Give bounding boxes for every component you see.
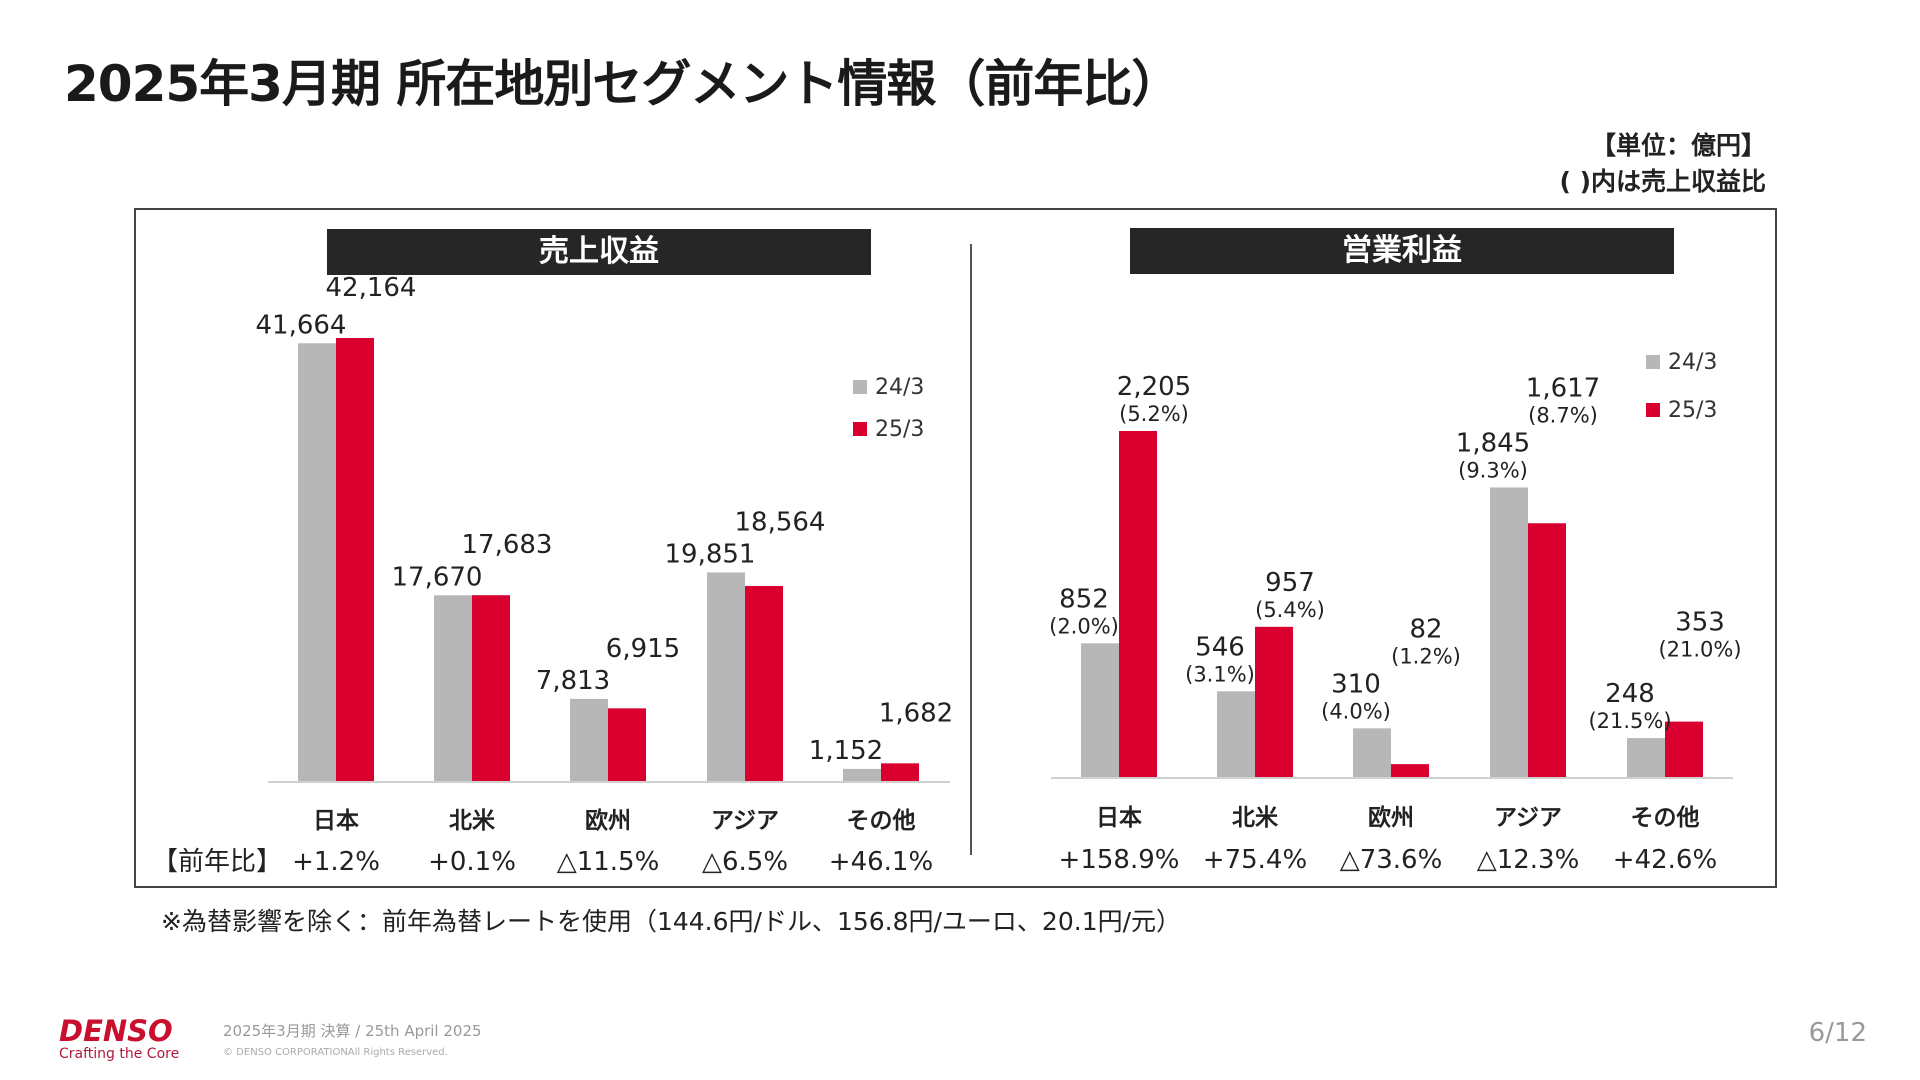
bar-25-3 bbox=[1528, 523, 1566, 777]
data-label: 852 bbox=[1059, 584, 1109, 614]
data-label: 353 bbox=[1675, 608, 1725, 638]
data-label-ratio: (2.0%) bbox=[1049, 614, 1119, 638]
data-label: 18,564 bbox=[735, 507, 826, 537]
denso-logo: DENSO bbox=[59, 1014, 173, 1048]
bar-25-3 bbox=[1391, 764, 1429, 777]
bar-24-3 bbox=[1627, 738, 1665, 777]
bar-25-3 bbox=[472, 595, 510, 781]
revenue-chart-header: 売上収益 bbox=[327, 229, 871, 275]
yoy-value: +46.1% bbox=[829, 847, 933, 877]
data-label: 310 bbox=[1331, 669, 1381, 699]
category-label: その他 bbox=[847, 808, 916, 834]
yoy-value: △73.6% bbox=[1340, 845, 1443, 875]
page-title: 2025年3月期 所在地別セグメント情報（前年比） bbox=[64, 55, 1181, 113]
data-label-ratio: (21.5%) bbox=[1588, 709, 1671, 733]
operating-profit-chart-header: 営業利益 bbox=[1130, 228, 1674, 274]
data-label: 82 bbox=[1409, 614, 1442, 644]
category-label: 欧州 bbox=[585, 808, 631, 834]
category-label: 日本 bbox=[1096, 805, 1142, 831]
bar-24-3 bbox=[1490, 487, 1528, 777]
yoy-label: 【前年比】 bbox=[152, 847, 282, 877]
footnote: ※為替影響を除く：前年為替レートを使用（144.6円/ドル、156.8円/ユーロ… bbox=[161, 907, 1182, 936]
footer-copyright: © DENSO CORPORATIONAll Rights Reserved. bbox=[223, 1047, 448, 1058]
bar-25-3 bbox=[1255, 626, 1293, 777]
bar-25-3 bbox=[336, 338, 374, 781]
data-label: 1,152 bbox=[809, 736, 883, 766]
legend-swatch bbox=[853, 422, 867, 436]
data-label-ratio: (21.0%) bbox=[1658, 638, 1741, 662]
yoy-value: +75.4% bbox=[1203, 845, 1307, 875]
data-label: 7,813 bbox=[536, 666, 610, 696]
legend-label: 25/3 bbox=[1668, 398, 1717, 423]
category-label: アジア bbox=[711, 808, 779, 834]
bar-25-3 bbox=[881, 763, 919, 781]
data-label: 1,617 bbox=[1526, 373, 1600, 403]
bar-24-3 bbox=[298, 343, 336, 781]
legend-label: 24/3 bbox=[1668, 350, 1717, 375]
data-label: 42,164 bbox=[326, 273, 417, 303]
unit-label: 【単位：億円】 bbox=[1590, 131, 1766, 160]
bar-25-3 bbox=[1665, 721, 1703, 777]
category-label: アジア bbox=[1494, 805, 1562, 831]
data-label-ratio: (1.2%) bbox=[1391, 644, 1461, 668]
data-label-ratio: (4.0%) bbox=[1321, 699, 1391, 723]
unit-note: 【単位：億円】 ( )内は売上収益比 bbox=[1559, 128, 1766, 200]
bar-24-3 bbox=[434, 595, 472, 781]
bar-24-3 bbox=[1217, 691, 1255, 777]
chart-divider bbox=[970, 244, 972, 855]
category-label: 欧州 bbox=[1368, 805, 1414, 831]
bar-25-3 bbox=[1119, 431, 1157, 777]
yoy-value: △12.3% bbox=[1477, 845, 1580, 875]
data-label-ratio: (9.3%) bbox=[1458, 458, 1528, 482]
data-label-ratio: (5.2%) bbox=[1119, 402, 1189, 426]
yoy-value: +158.9% bbox=[1059, 845, 1180, 875]
logo-tagline: Crafting the Core bbox=[59, 1046, 180, 1062]
yoy-value: +42.6% bbox=[1613, 845, 1717, 875]
bar-25-3 bbox=[608, 708, 646, 781]
yoy-value: +1.2% bbox=[292, 847, 380, 877]
data-label: 19,851 bbox=[665, 539, 756, 569]
data-label: 1,682 bbox=[879, 698, 953, 728]
yoy-value: +0.1% bbox=[428, 847, 516, 877]
legend-swatch bbox=[853, 380, 867, 394]
footer-date: 2025年3月期 決算 / 25th April 2025 bbox=[223, 1022, 482, 1040]
data-label-ratio: (3.1%) bbox=[1185, 662, 1255, 686]
bar-24-3 bbox=[1353, 728, 1391, 777]
data-label: 2,205 bbox=[1117, 372, 1191, 402]
data-label: 957 bbox=[1265, 568, 1315, 598]
data-label-ratio: (8.7%) bbox=[1528, 403, 1598, 427]
bar-24-3 bbox=[843, 768, 881, 781]
bar-24-3 bbox=[570, 698, 608, 781]
page-number: 6/12 bbox=[1808, 1018, 1867, 1048]
category-label: 北米 bbox=[1232, 805, 1279, 831]
bar-24-3 bbox=[707, 572, 745, 781]
data-label: 248 bbox=[1605, 679, 1655, 709]
legend-swatch bbox=[1646, 355, 1660, 369]
legend-label: 25/3 bbox=[875, 417, 924, 442]
bar-24-3 bbox=[1081, 643, 1119, 777]
category-label: 北米 bbox=[449, 808, 496, 834]
data-label: 41,664 bbox=[256, 310, 347, 340]
data-label: 6,915 bbox=[606, 634, 680, 664]
data-label: 546 bbox=[1195, 632, 1245, 662]
legend-swatch bbox=[1646, 403, 1660, 417]
ratio-note: ( )内は売上収益比 bbox=[1559, 167, 1766, 196]
data-label: 1,845 bbox=[1456, 428, 1530, 458]
data-label: 17,670 bbox=[392, 562, 483, 592]
legend-label: 24/3 bbox=[875, 375, 924, 400]
data-label-ratio: (5.4%) bbox=[1255, 598, 1325, 622]
yoy-value: △11.5% bbox=[557, 847, 660, 877]
category-label: 日本 bbox=[313, 808, 359, 834]
chart-frame bbox=[134, 208, 1777, 888]
category-label: その他 bbox=[1631, 805, 1700, 831]
bar-25-3 bbox=[745, 585, 783, 781]
data-label: 17,683 bbox=[462, 530, 553, 560]
yoy-value: △6.5% bbox=[702, 847, 788, 877]
